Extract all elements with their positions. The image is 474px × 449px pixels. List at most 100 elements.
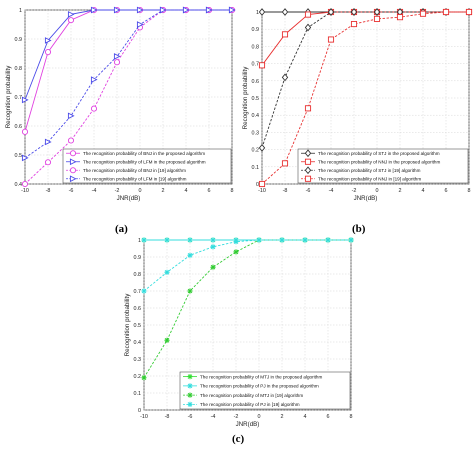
legend-marker — [69, 150, 77, 157]
data-point — [44, 159, 52, 166]
data-point — [187, 237, 193, 243]
data-point — [465, 8, 473, 16]
legend: The recognition probability of BNJ in th… — [62, 148, 232, 184]
y-tick-label: 0.5 — [252, 96, 260, 102]
y-tick-label: 0.4 — [134, 340, 142, 346]
data-point — [113, 59, 121, 66]
data-point — [136, 6, 144, 14]
y-tick-label: 0.6 — [252, 79, 260, 85]
data-point — [182, 6, 190, 14]
legend-label: The recognition probability of STJ in th… — [318, 151, 440, 156]
legend-marker — [187, 374, 193, 380]
data-point — [141, 288, 147, 294]
x-tick-label: -2 — [234, 414, 239, 420]
data-point — [304, 11, 312, 18]
x-tick-label: 0 — [376, 188, 379, 194]
data-point — [67, 112, 75, 120]
data-point — [256, 237, 262, 243]
x-tick-label: -4 — [92, 188, 97, 194]
y-tick-label: 0.8 — [15, 66, 23, 72]
data-point — [210, 237, 216, 243]
x-tick-label: 4 — [185, 188, 188, 194]
data-point — [21, 154, 29, 162]
x-tick-label: 8 — [231, 188, 234, 194]
data-point — [90, 105, 98, 112]
series-4 — [141, 237, 354, 294]
legend-marker — [187, 383, 193, 389]
x-tick-label: -8 — [283, 188, 288, 194]
data-point — [233, 249, 239, 255]
legend-marker — [187, 392, 193, 398]
y-tick-label: 0.8 — [134, 272, 142, 278]
legend: The recognition probability of MTJ in th… — [179, 371, 351, 410]
series-4 — [258, 8, 473, 188]
legend-marker — [69, 158, 77, 166]
data-point — [164, 269, 170, 275]
data-point — [187, 252, 193, 258]
data-point — [141, 237, 147, 243]
y-tick-label: 0.5 — [134, 323, 142, 329]
data-point — [21, 96, 29, 104]
legend-label: The recognition probability of PJ in [19… — [200, 402, 300, 407]
legend-marker — [187, 401, 193, 407]
y-axis-label: Recognition probability — [124, 293, 131, 357]
data-point — [325, 237, 331, 243]
x-axis-label: JNR(dB) — [117, 195, 141, 202]
y-tick-label: 0.7 — [15, 95, 23, 101]
x-tick-label: 6 — [445, 188, 448, 194]
y-tick-label: 0.5 — [15, 153, 23, 159]
data-point — [258, 62, 266, 69]
legend-marker — [304, 149, 312, 158]
data-point — [258, 143, 266, 152]
data-point — [233, 239, 239, 245]
x-tick-label: -10 — [21, 188, 29, 194]
series-4 — [21, 6, 236, 162]
data-point — [67, 137, 75, 144]
x-tick-label: -2 — [352, 188, 357, 194]
legend-label: The recognition probability of MTJ in th… — [200, 374, 322, 379]
x-tick-label: -2 — [115, 188, 120, 194]
chart-a: -10 -8 -6 -4 -2 0 2 4 6 8 0.4 0.5 0.6 0.7 0.8 0.9 1 JNR(d… — [5, 6, 236, 202]
data-point — [136, 21, 144, 28]
legend-label: The recognition probability of PJ in the… — [200, 384, 319, 389]
x-tick-label: -10 — [258, 188, 266, 194]
data-point — [44, 138, 52, 146]
data-point — [281, 8, 289, 16]
series-line — [143, 239, 351, 292]
legend: The recognition probability of STJ in th… — [297, 148, 469, 184]
data-point — [327, 8, 335, 16]
y-tick-label: 0.2 — [134, 374, 142, 380]
caption-b: (b) — [352, 223, 366, 235]
x-axis-label: JNR(dB) — [354, 195, 378, 202]
data-point — [373, 15, 381, 22]
legend-box — [62, 148, 232, 184]
legend-marker — [69, 167, 77, 174]
y-tick-label: 0 — [256, 182, 259, 188]
data-point — [396, 14, 404, 21]
caption-a: (a) — [115, 223, 128, 235]
x-tick-label: 8 — [468, 188, 471, 194]
data-point — [327, 36, 335, 43]
legend-label: The recognition probability of LFM in [1… — [83, 176, 187, 181]
legend-label: The recognition probability of BNJ in th… — [83, 151, 205, 156]
y-axis-label: Recognition probability — [242, 66, 249, 130]
x-tick-label: -8 — [46, 188, 51, 194]
data-point — [350, 8, 358, 16]
y-tick-label: 0.3 — [252, 130, 260, 136]
legend-label: The recognition probability of NNJ in [1… — [318, 176, 421, 181]
data-point — [348, 237, 354, 243]
y-tick-label: 0.8 — [252, 44, 260, 50]
y-tick-label: 0.7 — [252, 62, 260, 68]
y-tick-label: 1 — [19, 8, 22, 14]
data-point — [205, 6, 213, 14]
data-point — [442, 8, 450, 16]
chart-c: -10 -8 -6 -4 -2 0 2 4 6 8 0 0.1 0.2 0.3 0.4 0.5 0.6 0.7 0.… — [124, 237, 354, 428]
y-tick-label: 0.9 — [134, 255, 142, 261]
data-point — [21, 180, 29, 188]
data-point — [281, 160, 289, 167]
y-tick-label: 0.4 — [252, 113, 260, 119]
x-tick-label: 4 — [422, 188, 425, 194]
data-point — [210, 264, 216, 270]
y-axis-label: Recognition probability — [5, 65, 12, 129]
